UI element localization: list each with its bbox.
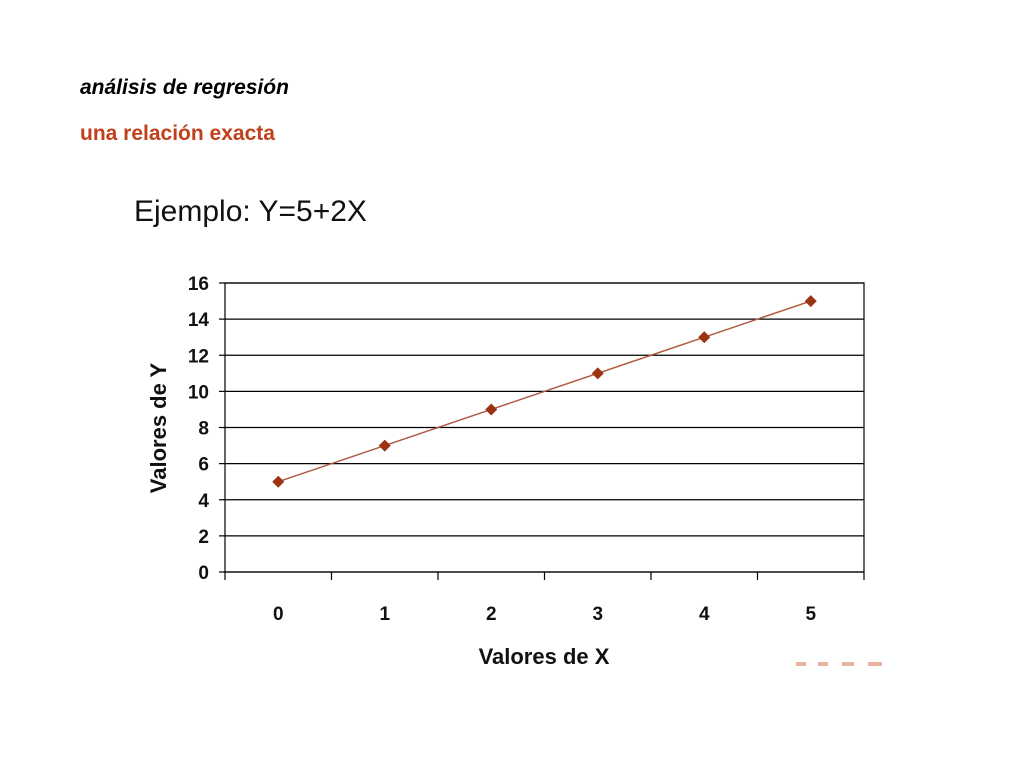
y-tick-label: 4 — [198, 491, 209, 512]
x-tick-label: 0 — [273, 604, 284, 625]
x-tick-label: 4 — [699, 604, 710, 625]
slide-heading: análisis de regresión — [80, 76, 289, 99]
y-tick-label: 2 — [198, 527, 209, 548]
y-tick-label: 8 — [198, 419, 209, 440]
y-tick-label: 10 — [188, 382, 209, 403]
slide-subheading: una relación exacta — [80, 122, 275, 145]
y-tick-label: 0 — [198, 563, 209, 584]
y-tick-label: 6 — [198, 455, 209, 476]
data-point — [591, 367, 604, 380]
y-tick-label: 16 — [188, 274, 209, 295]
y-tick-label: 14 — [188, 310, 210, 331]
x-tick-label: 5 — [805, 604, 816, 625]
watermark-mark — [796, 662, 882, 666]
x-tick-label: 1 — [379, 604, 390, 625]
x-tick-labels: 0 1 2 3 4 5 — [273, 604, 817, 625]
axes — [219, 282, 865, 580]
data-point — [485, 403, 498, 416]
y-tick-labels: 0 2 4 6 8 10 12 14 16 — [188, 274, 210, 584]
grid-lines — [225, 282, 864, 573]
x-axis-label: Valores de X — [479, 644, 610, 669]
data-point — [378, 439, 391, 452]
x-tick-label: 3 — [592, 604, 603, 625]
y-axis-label: Valores de Y — [146, 362, 171, 493]
chart-title: Ejemplo: Y=5+2X — [134, 195, 367, 228]
series — [272, 295, 817, 488]
series-line — [278, 300, 811, 483]
data-point — [272, 475, 285, 488]
data-point — [804, 295, 817, 308]
data-point — [698, 331, 711, 344]
y-tick-label: 12 — [188, 346, 209, 367]
x-tick-label: 2 — [486, 604, 497, 625]
